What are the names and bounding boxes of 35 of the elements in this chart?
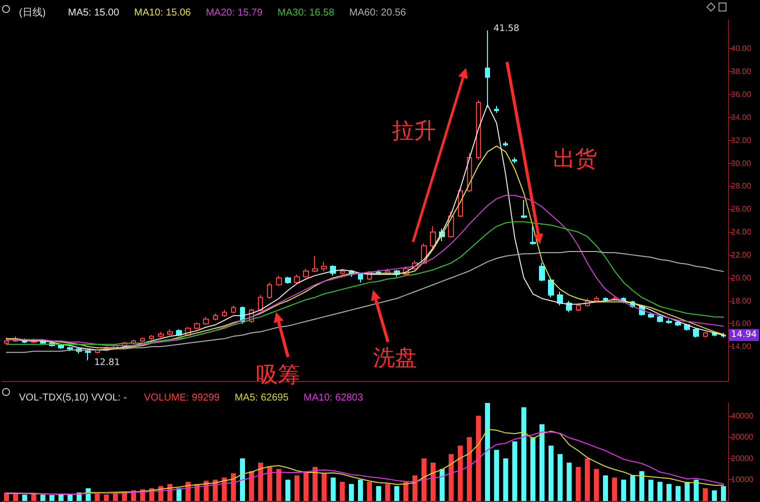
y-tick-label: 30000 [731, 432, 754, 442]
text: MA30: 16.58 [278, 8, 335, 18]
y-tick-label: 16.00 [731, 319, 752, 328]
y-tick-label: 38.00 [731, 67, 752, 76]
text: MA60: 20.56 [349, 8, 406, 18]
text: MA10: 62803 [304, 392, 364, 404]
y-tick-label: 26.00 [731, 204, 752, 214]
y-tick-label: 20.00 [731, 273, 752, 282]
y-tick-label: 14.00 [731, 342, 752, 352]
text: 14.94 [729, 328, 759, 341]
y-tick-label: 40.00 [731, 44, 752, 54]
y-tick-label: 22.00 [731, 250, 752, 260]
text: MA5: 62695 [234, 392, 289, 404]
annotation: 41.58 [494, 24, 520, 34]
y-tick-label: 28.00 [731, 182, 752, 191]
annotation: 12.81 [94, 358, 120, 368]
text: MA20: 15.79 [206, 8, 263, 18]
text: MA5: 15.00 [68, 8, 120, 18]
y-tick-label: 32.00 [731, 136, 752, 145]
chart-title: (日线) [19, 6, 46, 18]
y-tick-label: 24.00 [731, 228, 752, 237]
annotation: 出货 [553, 146, 597, 174]
text: MA10: 15.06 [134, 8, 192, 18]
y-tick-label: 20000 [731, 454, 754, 463]
y-tick-label: 30.00 [731, 158, 752, 168]
y-tick-label: 36.00 [731, 90, 752, 99]
annotation: 洗盘 [373, 345, 417, 373]
y-tick-label: 18.00 [731, 296, 752, 306]
text: VOLUME: 99299 [144, 392, 220, 404]
chart-title: VOL-TDX(5,10) VVOL: - [19, 392, 127, 404]
y-tick-label: 40000 [731, 411, 754, 420]
annotation: 吸筹 [256, 362, 300, 390]
y-tick-label: 10000 [731, 475, 754, 484]
annotation: 拉升 [392, 118, 436, 146]
y-tick-label: 34.00 [731, 112, 752, 122]
